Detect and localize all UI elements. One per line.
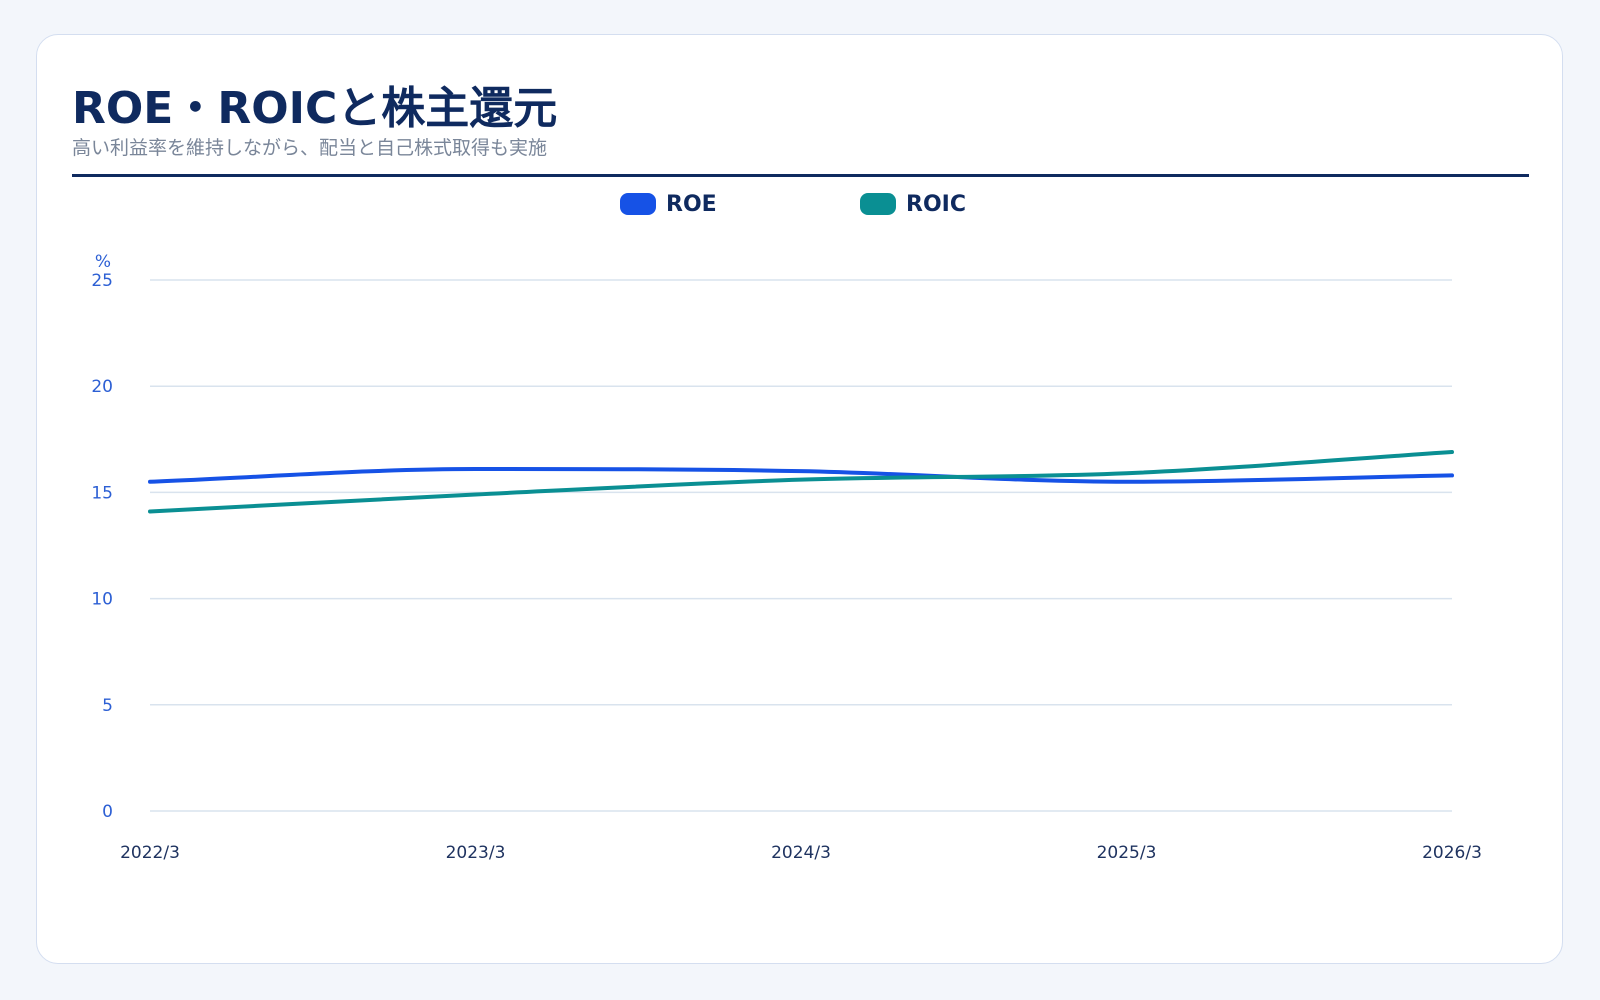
legend-item-roic[interactable]: ROIC [860, 192, 966, 217]
y-axis-ticks: 0 5 10 15 20 25 [91, 271, 113, 822]
x-tick-label: 2024/3 [771, 843, 831, 863]
title-divider [72, 174, 1529, 177]
series-line-roic [148, 450, 1454, 514]
gridlines [150, 279, 1452, 812]
y-tick-label: 25 [91, 271, 113, 291]
legend[interactable]: ROE ROIC [620, 192, 966, 217]
x-tick-label: 2026/3 [1422, 843, 1482, 863]
series-line-roe [148, 467, 1454, 484]
chart-series [148, 450, 1454, 514]
page-subtitle: 高い利益率を維持しながら、配当と自己株式取得も実施 [72, 137, 548, 159]
legend-item-roe[interactable]: ROE [620, 192, 717, 217]
x-axis-ticks: 2022/3 2023/3 2024/3 2025/3 2026/3 [120, 843, 1482, 863]
y-tick-label: 20 [91, 377, 113, 397]
legend-swatch-roic [860, 193, 896, 215]
y-tick-label: 5 [102, 696, 113, 716]
y-tick-label: 15 [91, 483, 113, 503]
page-title: ROE・ROICと株主還元 [72, 83, 558, 134]
x-tick-label: 2023/3 [446, 843, 506, 863]
x-tick-label: 2022/3 [120, 843, 180, 863]
y-tick-label: 0 [102, 802, 113, 822]
x-tick-label: 2025/3 [1097, 843, 1157, 863]
legend-label-roe: ROE [666, 192, 717, 217]
y-axis-unit: % [95, 252, 111, 272]
legend-swatch-roe [620, 193, 656, 215]
chart-card [36, 34, 1563, 964]
legend-label-roic: ROIC [906, 192, 966, 217]
y-tick-label: 10 [91, 590, 113, 610]
